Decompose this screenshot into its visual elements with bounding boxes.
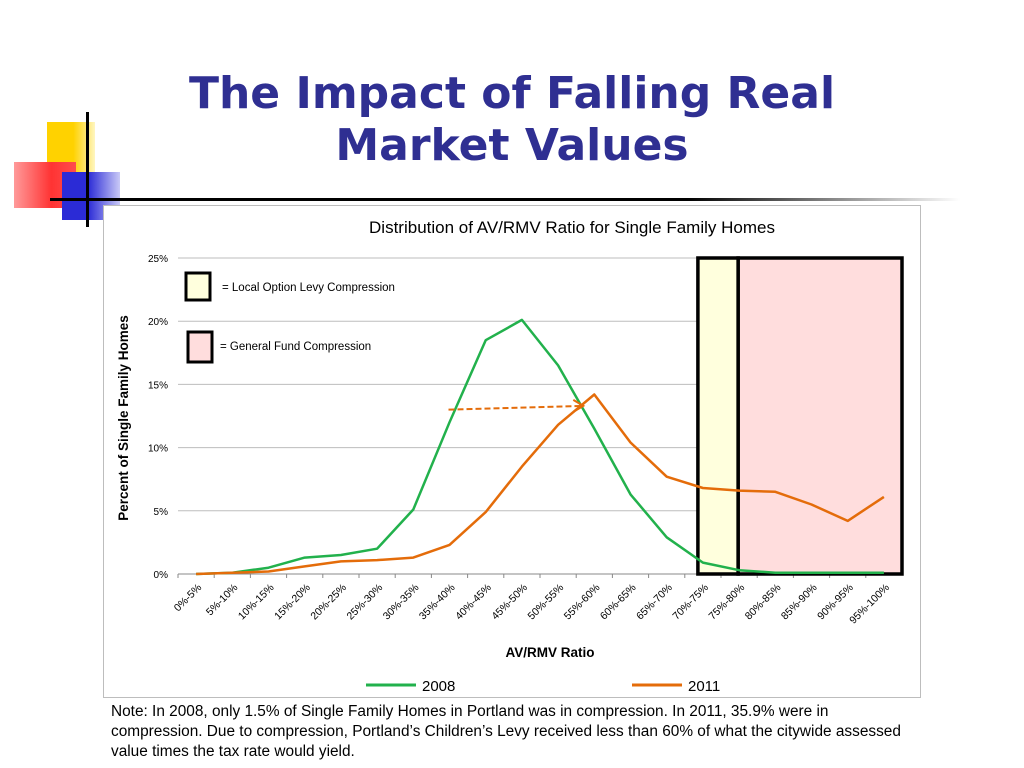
series-line-2008 [196,318,884,576]
local-option-swatch [184,271,212,302]
local-option-compression-region [696,256,740,576]
chart-title: Distribution of AV/RMV Ratio for Single … [369,218,775,237]
x-tick-label: 45%-50% [489,582,530,623]
x-tick-label: 75%-80% [707,582,748,623]
x-tick-label: 65%-70% [634,582,675,623]
y-tick-label: 25% [148,254,168,265]
x-tick-label: 50%-55% [526,582,567,623]
y-tick-label: 15% [148,380,168,391]
y-tick-labels: 0% 5% 10% 15% 20% 25% [148,254,168,581]
x-tick-label: 35%-40% [417,582,458,623]
x-tick-label: 70%-75% [670,582,711,623]
series-line-2011 [196,393,885,576]
x-tick-label: 10%-15% [236,582,277,623]
x-tick-label: 60%-65% [598,582,639,623]
y-tick-label: 20% [148,317,168,328]
x-tick-label: 25%-30% [345,582,386,623]
slide-title: The Impact of Falling Real Market Values [188,68,836,171]
general-fund-label: = General Fund Compression [220,341,371,353]
x-tick-label: 15%-20% [272,582,313,623]
legend-2011-label: 2011 [688,678,720,695]
x-tick-label: 55%-60% [562,582,603,623]
local-option-label: = Local Option Levy Compression [222,282,395,294]
compression-regions [696,256,904,576]
y-tick-label: 10% [148,444,168,455]
deco-vertical-line [86,112,89,227]
y-axis-label: Percent of Single Family Homes [116,315,131,521]
general-fund-swatch [186,330,214,364]
footnote: Note: In 2008, only 1.5% of Single Famil… [111,703,901,760]
general-fund-compression-region [736,256,904,576]
x-tick-label: 20%-25% [308,582,349,623]
annotation-legend: = Local Option Levy Compression = Genera… [184,271,395,364]
chart-series [196,318,885,576]
series-legend: 2008 2011 [366,678,720,695]
x-tick-label: 40%-45% [453,582,494,623]
x-tick-label: 5%-10% [204,582,241,619]
x-tick-label: 0%-5% [172,582,204,614]
x-tick-label: 80%-85% [743,582,784,623]
x-tick-labels: 0%-5% 5%-10%10%-15%15%-20%20%-25%25%-30%3… [172,582,892,627]
shift-arrow-line [448,404,583,411]
y-tick-label: 0% [154,570,169,581]
shift-arrow-head [572,399,586,413]
chart-canvas: Distribution of AV/RMV Ratio for Single … [116,218,904,695]
x-tick-label: 30%-35% [381,582,422,623]
x-tick-label: 85%-90% [779,582,820,623]
y-tick-label: 5% [154,507,169,518]
deco-horizontal-line [50,198,960,201]
legend-2008-label: 2008 [422,678,455,695]
x-axis-label: AV/RMV Ratio [505,645,594,660]
chart-frame: Distribution of AV/RMV Ratio for Single … [103,205,921,698]
